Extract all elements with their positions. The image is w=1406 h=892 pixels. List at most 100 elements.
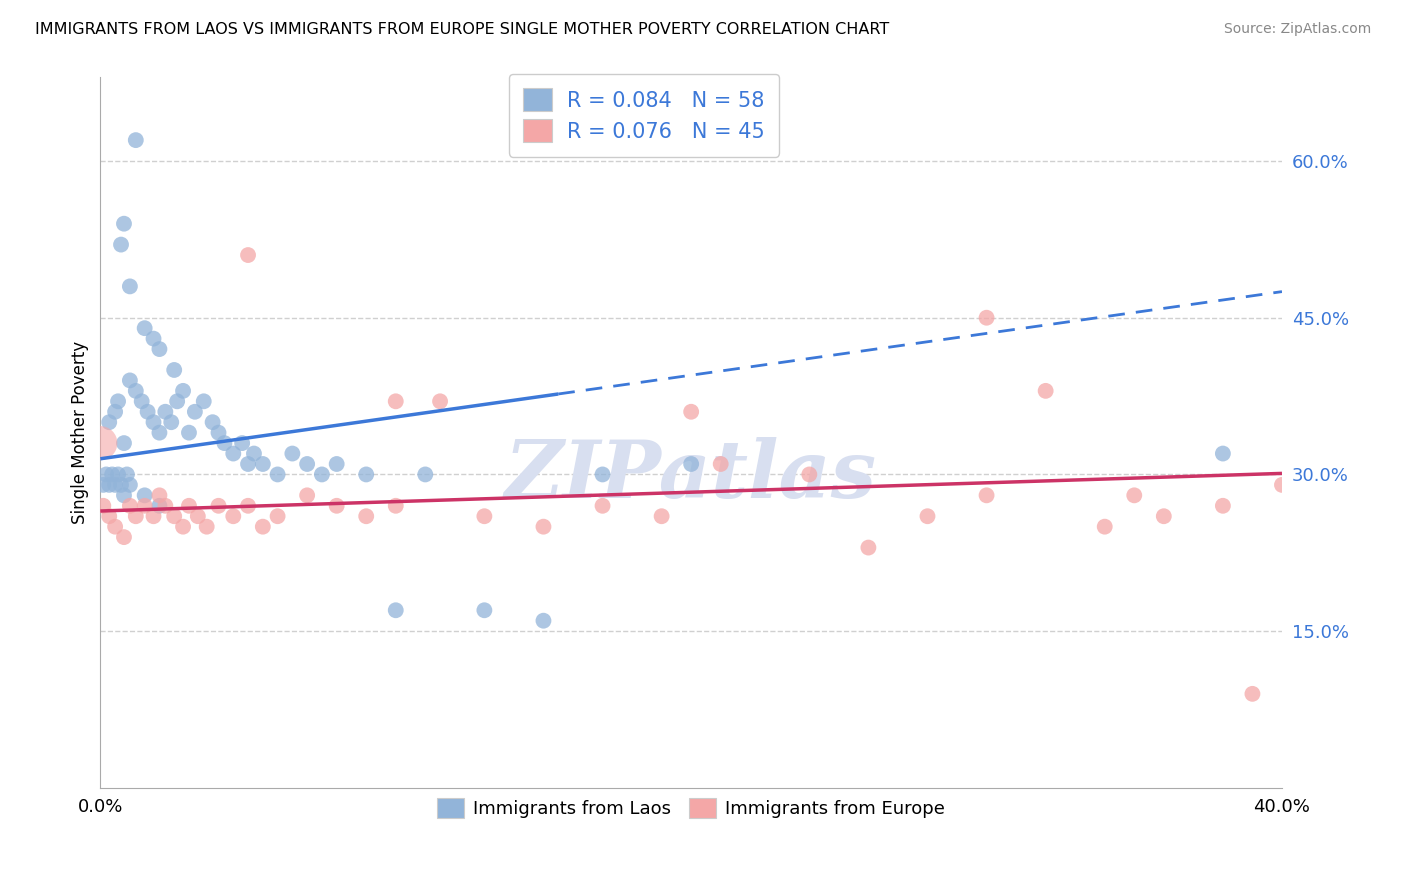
Point bbox=[125, 384, 148, 398]
Point bbox=[134, 499, 156, 513]
Point bbox=[1035, 384, 1057, 398]
Point bbox=[207, 425, 229, 440]
Point bbox=[474, 509, 496, 524]
Text: IMMIGRANTS FROM LAOS VS IMMIGRANTS FROM EUROPE SINGLE MOTHER POVERTY CORRELATION: IMMIGRANTS FROM LAOS VS IMMIGRANTS FROM … bbox=[35, 22, 890, 37]
Point bbox=[592, 467, 614, 482]
Point bbox=[384, 394, 406, 409]
Text: ZIPatlas: ZIPatlas bbox=[505, 436, 877, 514]
Point bbox=[98, 415, 121, 429]
Point bbox=[163, 509, 186, 524]
Point bbox=[858, 541, 880, 555]
Point bbox=[177, 425, 200, 440]
Point bbox=[236, 457, 259, 471]
Point bbox=[172, 519, 194, 533]
Legend: Immigrants from Laos, Immigrants from Europe: Immigrants from Laos, Immigrants from Eu… bbox=[430, 790, 952, 825]
Point bbox=[231, 436, 253, 450]
Point bbox=[110, 478, 132, 492]
Point bbox=[125, 509, 148, 524]
Point bbox=[110, 237, 132, 252]
Point bbox=[413, 467, 436, 482]
Point bbox=[104, 405, 127, 419]
Point bbox=[104, 478, 127, 492]
Point bbox=[98, 478, 121, 492]
Point bbox=[474, 603, 496, 617]
Point bbox=[266, 509, 288, 524]
Point bbox=[651, 509, 673, 524]
Point bbox=[118, 279, 141, 293]
Point bbox=[107, 467, 129, 482]
Point bbox=[187, 509, 209, 524]
Point bbox=[236, 248, 259, 262]
Point bbox=[295, 457, 318, 471]
Point bbox=[236, 499, 259, 513]
Point bbox=[252, 519, 274, 533]
Point bbox=[118, 478, 141, 492]
Point bbox=[710, 457, 733, 471]
Point bbox=[281, 446, 304, 460]
Point bbox=[1094, 519, 1116, 533]
Point bbox=[193, 394, 215, 409]
Point bbox=[1212, 446, 1234, 460]
Point bbox=[118, 499, 141, 513]
Point bbox=[222, 509, 245, 524]
Point bbox=[98, 509, 121, 524]
Point bbox=[155, 405, 177, 419]
Point bbox=[354, 467, 377, 482]
Point bbox=[214, 436, 236, 450]
Point bbox=[681, 405, 703, 419]
Point bbox=[207, 499, 229, 513]
Point bbox=[222, 446, 245, 460]
Point bbox=[107, 394, 129, 409]
Point bbox=[976, 488, 998, 502]
Point bbox=[325, 499, 347, 513]
Point bbox=[172, 384, 194, 398]
Point bbox=[118, 373, 141, 387]
Point bbox=[195, 519, 218, 533]
Point bbox=[112, 436, 135, 450]
Point bbox=[125, 133, 148, 147]
Point bbox=[917, 509, 939, 524]
Point bbox=[96, 467, 118, 482]
Point bbox=[201, 415, 224, 429]
Point bbox=[112, 530, 135, 544]
Point bbox=[148, 499, 170, 513]
Point bbox=[1271, 478, 1294, 492]
Point bbox=[976, 310, 998, 325]
Point bbox=[112, 488, 135, 502]
Point bbox=[533, 519, 555, 533]
Point bbox=[134, 321, 156, 335]
Point bbox=[184, 405, 207, 419]
Point bbox=[163, 363, 186, 377]
Point bbox=[384, 499, 406, 513]
Point bbox=[354, 509, 377, 524]
Point bbox=[177, 499, 200, 513]
Point bbox=[112, 217, 135, 231]
Text: Source: ZipAtlas.com: Source: ZipAtlas.com bbox=[1223, 22, 1371, 37]
Point bbox=[101, 467, 124, 482]
Point bbox=[325, 457, 347, 471]
Point bbox=[429, 394, 451, 409]
Point bbox=[311, 467, 333, 482]
Point bbox=[1123, 488, 1146, 502]
Point bbox=[131, 394, 153, 409]
Point bbox=[243, 446, 266, 460]
Point bbox=[533, 614, 555, 628]
Point bbox=[166, 394, 188, 409]
Point bbox=[148, 342, 170, 356]
Y-axis label: Single Mother Poverty: Single Mother Poverty bbox=[72, 341, 89, 524]
Point bbox=[104, 519, 127, 533]
Point bbox=[592, 499, 614, 513]
Point bbox=[160, 415, 183, 429]
Point bbox=[91, 499, 114, 513]
Point bbox=[134, 488, 156, 502]
Point bbox=[295, 488, 318, 502]
Point bbox=[136, 405, 159, 419]
Point bbox=[148, 488, 170, 502]
Point bbox=[89, 436, 111, 450]
Point bbox=[1212, 499, 1234, 513]
Point bbox=[155, 499, 177, 513]
Point bbox=[142, 415, 165, 429]
Point bbox=[799, 467, 821, 482]
Point bbox=[384, 603, 406, 617]
Point bbox=[252, 457, 274, 471]
